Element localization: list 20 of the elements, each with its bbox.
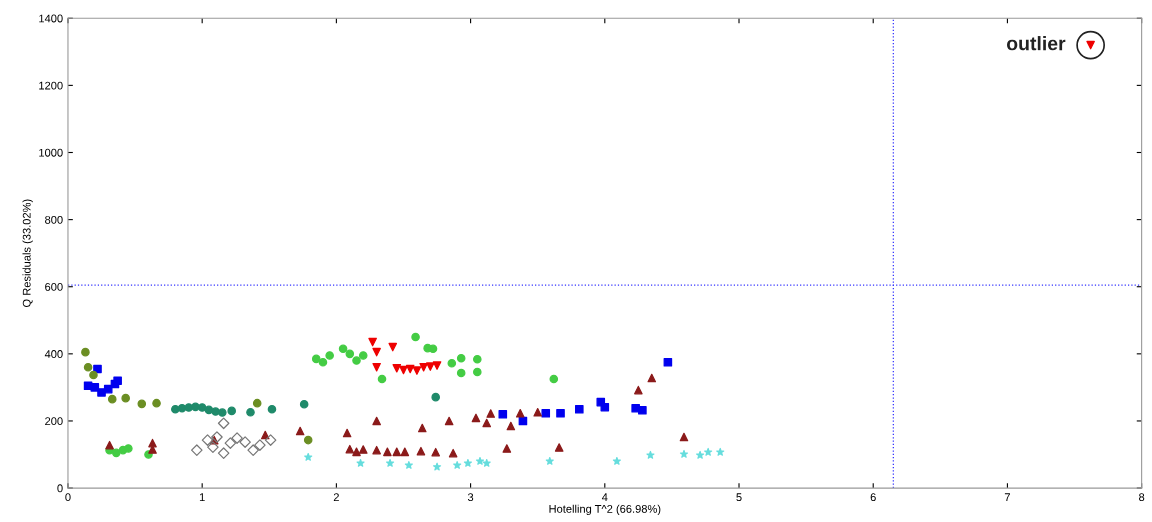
x-tick-label: 2: [333, 493, 339, 501]
x-tick-label: 4: [601, 493, 608, 501]
annotation: outlier: [1006, 36, 1066, 51]
y-tick-label: 600: [45, 282, 63, 291]
x-tick-label: 5: [736, 493, 742, 502]
x-tick-label: 7: [1004, 493, 1010, 501]
x-tick-label: 0: [65, 493, 71, 502]
y-tick-label: 0: [57, 484, 63, 493]
x-tick-label: 8: [1139, 493, 1145, 502]
y-tick-label: 200: [45, 417, 63, 426]
y-axis-title: Q Residuals (33.02%): [22, 199, 33, 307]
x-tick-label: 1: [199, 493, 205, 501]
y-tick-label: 800: [45, 215, 63, 224]
y-tick-label: 400: [44, 350, 63, 358]
y-tick-label: 1000: [39, 148, 63, 157]
x-axis-title: Hotelling T^2 (66.98%): [549, 504, 661, 516]
y-tick-label: 1200: [39, 81, 63, 90]
x-tick-label: 6: [870, 493, 876, 502]
x-tick-label: 3: [467, 493, 474, 502]
y-tick-label: 1400: [39, 14, 63, 23]
